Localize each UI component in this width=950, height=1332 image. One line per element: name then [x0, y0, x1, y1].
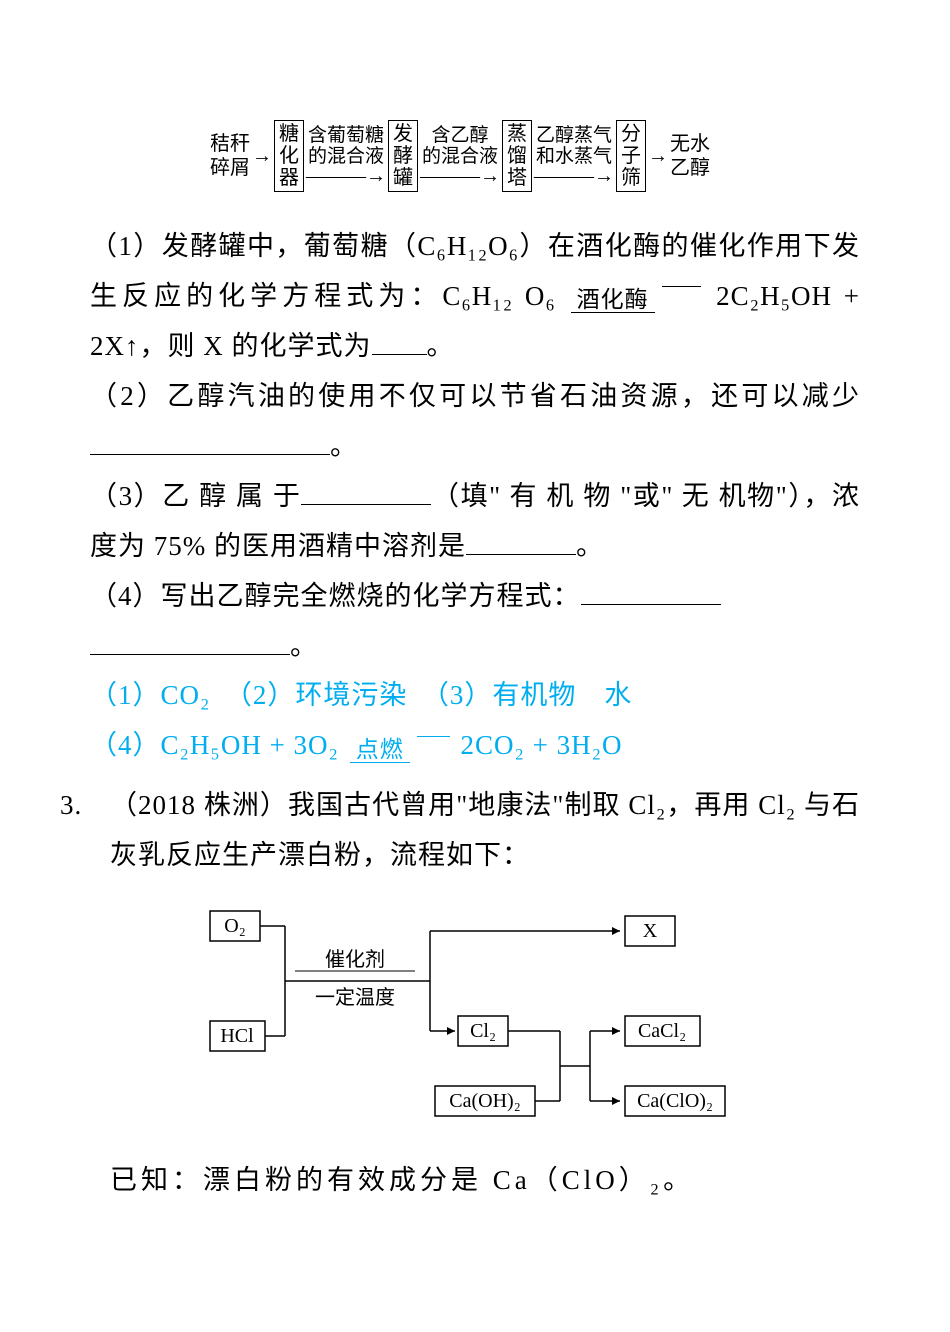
fc-start: 秸秆碎屑 [210, 132, 250, 180]
fc-box-4: 分子筛 [616, 120, 646, 192]
question-main-3: 3. （2018 株洲）我国古代曾用"地康法"制取 Cl₂，再用 Cl₂ 与石灰… [60, 781, 860, 881]
fc-arrow: → [252, 146, 272, 166]
q3-text-a: （3）乙 醇 属 于 [90, 481, 301, 511]
fc-start-text: 秸秆碎屑 [210, 133, 250, 179]
a4-cat-text: 点燃 [350, 737, 410, 763]
arrowhead [612, 927, 620, 935]
fc-label-1: 含葡萄糖的混合液 [308, 126, 384, 168]
fc-arrow: ———→ [420, 166, 500, 186]
q4-text-b: 。 [290, 631, 318, 661]
arrowhead [612, 1027, 620, 1035]
q4-blank-1 [581, 577, 721, 605]
fc-label-2: 含乙醇的混合液 [422, 126, 498, 168]
q3-number: 3. [60, 781, 110, 881]
fc-box-3: 蒸馏塔 [502, 120, 532, 192]
question-3: （3）乙 醇 属 于（填" 有 机 物 "或" 无 机物"），浓度为 75% 的… [60, 472, 860, 572]
caclo2-text: Ca(ClO)₂ [637, 1090, 713, 1112]
arrowhead [447, 1027, 455, 1035]
q2-blank [90, 427, 330, 455]
cat1-text: 催化剂 [325, 948, 385, 971]
q1-catalyst-bar [662, 286, 701, 312]
a4-pre: （4）C₂H₅OH + 3O₂ [90, 730, 347, 760]
q3-blank-1 [301, 477, 431, 505]
q2-text-a: （2）乙醇汽油的使用不仅可以节省石油资源，还可以减少 [90, 381, 860, 411]
question-2: （2）乙醇汽油的使用不仅可以节省石油资源，还可以减少。 [60, 372, 860, 472]
q1-blank [372, 327, 427, 355]
q4-text-a: （4）写出乙醇完全燃烧的化学方程式： [90, 581, 581, 611]
fc-end: 无水乙醇 [670, 132, 710, 180]
q3-text-c: 。 [576, 531, 604, 561]
q2-text-b: 。 [330, 431, 358, 461]
fc-end-text: 无水乙醇 [670, 133, 710, 179]
q4-blank-2 [90, 627, 290, 655]
ethanol-flowchart: 秸秆碎屑 → 糖化器 含葡萄糖的混合液 ———→ 发酵罐 含乙醇的混合液 ———… [60, 120, 860, 192]
fc-box4-text: 分子筛 [621, 123, 641, 189]
q1-catalyst: 酒化酶 [571, 285, 702, 312]
x-text: X [643, 920, 658, 942]
o2-text: O₂ [224, 915, 245, 937]
answer-1-3: （1）CO₂ （2）环境污染 （3）有机物 水 [90, 671, 860, 721]
fc-box-2: 发酵罐 [388, 120, 418, 192]
fc-box-1: 糖化器 [274, 120, 304, 192]
arrowhead [612, 1097, 620, 1105]
a4-catalyst: 点燃 [350, 735, 450, 762]
question-4: （4）写出乙醇完全燃烧的化学方程式： 。 [60, 572, 860, 672]
fc-arrow: → [648, 146, 668, 166]
fc-arrow: ———→ [534, 166, 614, 186]
after-diagram-text: 已知：漂白粉的有效成分是 Ca（ClO）₂。 [60, 1156, 860, 1206]
bleach-flowchart: O₂ HCl 催化剂 一定温度 X Cl₂ Ca(OH)₂ [180, 901, 740, 1131]
cat2-text: 一定温度 [315, 986, 395, 1009]
q1-catalyst-text: 酒化酶 [571, 287, 655, 313]
fc-arrow-group-2: 含乙醇的混合液 ———→ [420, 126, 500, 186]
answer-block: （1）CO₂ （2）环境污染 （3）有机物 水 （4）C₂H₅OH + 3O₂ … [60, 671, 860, 771]
fc-arrow-group-3: 乙醇蒸气和水蒸气 ———→ [534, 126, 614, 186]
q3-body: （2018 株洲）我国古代曾用"地康法"制取 Cl₂，再用 Cl₂ 与石灰乳反应… [110, 781, 860, 881]
cl2-text: Cl₂ [470, 1020, 496, 1042]
fc-arrow: ———→ [306, 166, 386, 186]
fc-box1-text: 糖化器 [279, 123, 299, 189]
answer-4: （4）C₂H₅OH + 3O₂ 点燃 2CO₂ + 3H₂O [90, 721, 860, 771]
fc-arrow-group-1: 含葡萄糖的混合液 ———→ [306, 126, 386, 186]
fc-box2-text: 发酵罐 [393, 123, 413, 189]
q3-blank-2 [466, 527, 576, 555]
fc-label-3: 乙醇蒸气和水蒸气 [536, 126, 612, 168]
a4-post: 2CO₂ + 3H₂O [453, 730, 623, 760]
question-1: （1）发酵罐中，葡萄糖（C₆H₁₂O₆）在酒化酶的催化作用下发生反应的化学方程式… [60, 222, 860, 372]
q1-end: 。 [427, 331, 455, 361]
cacl2-text: CaCl₂ [638, 1020, 686, 1042]
fc-box3-text: 蒸馏塔 [507, 123, 527, 189]
a4-cat-bar [417, 736, 449, 762]
caoh2-text: Ca(OH)₂ [449, 1090, 520, 1112]
hcl-text: HCl [220, 1025, 254, 1047]
